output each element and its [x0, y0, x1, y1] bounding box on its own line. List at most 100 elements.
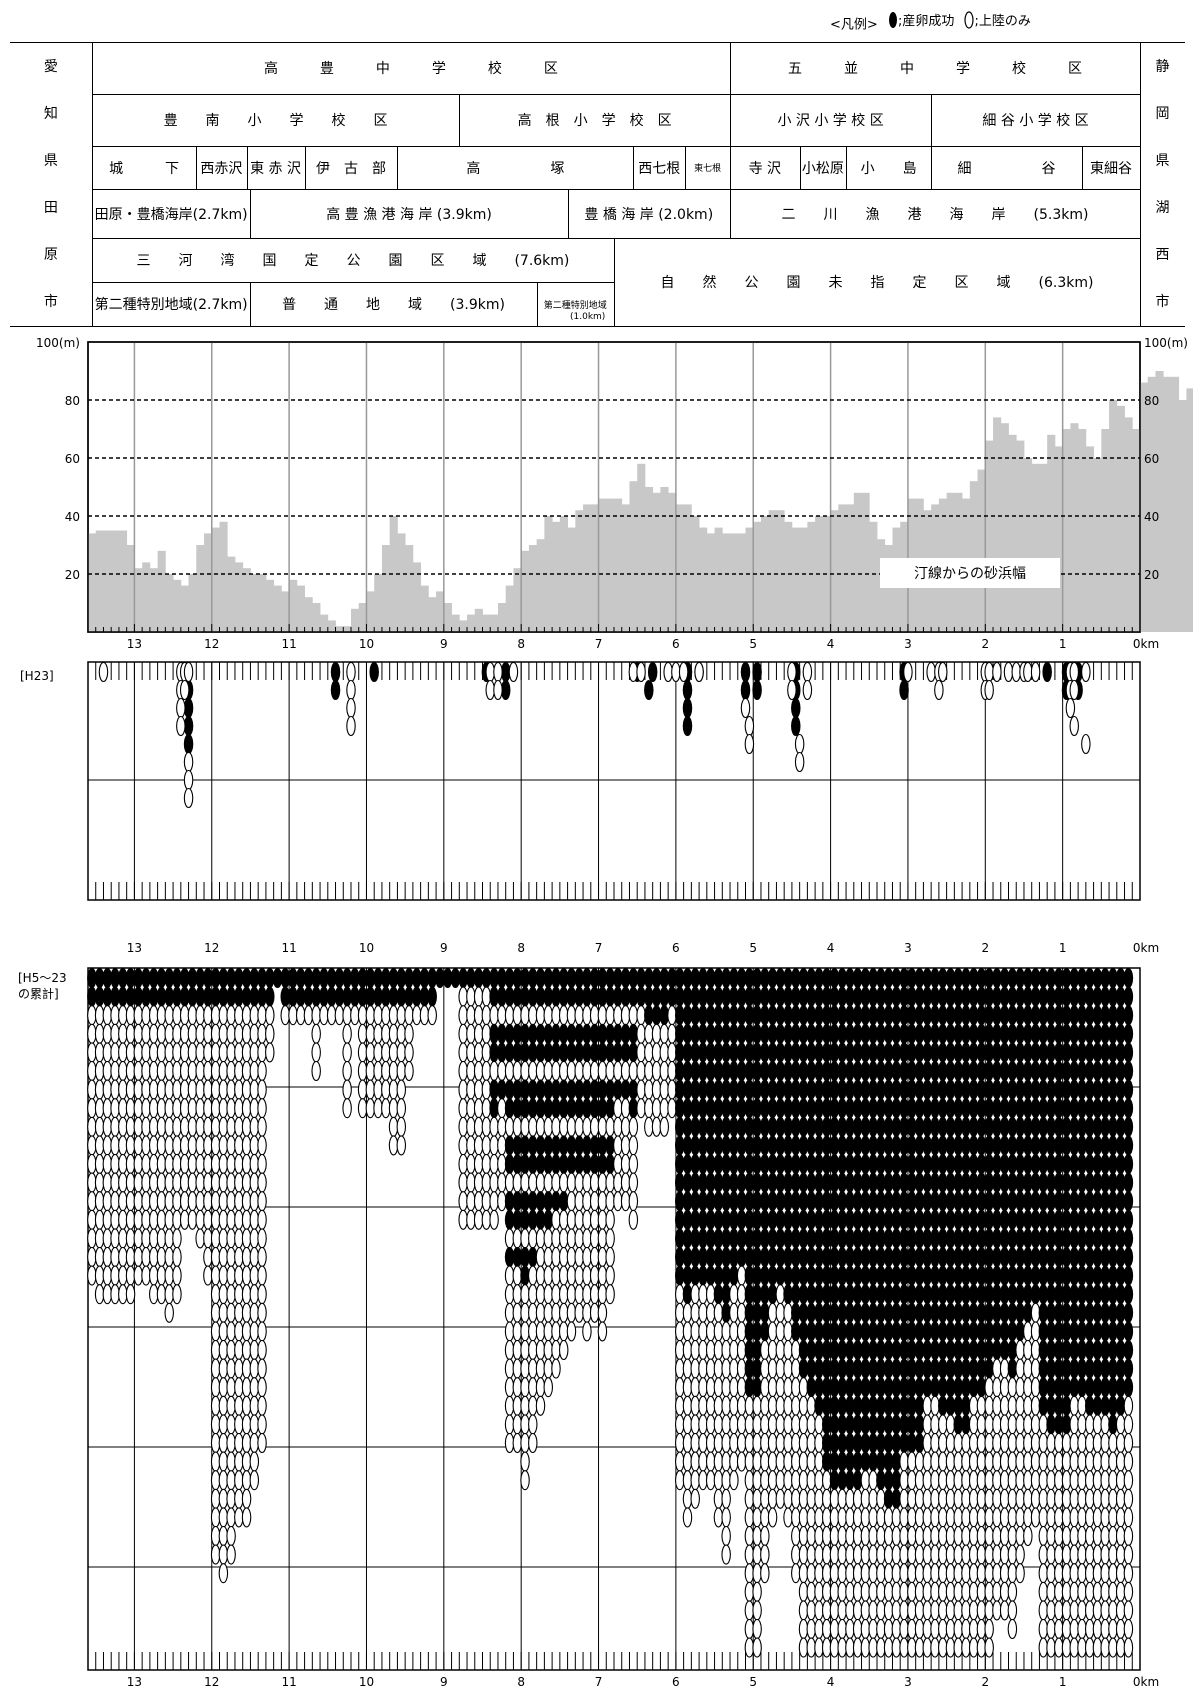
landing-only-oval [961, 1470, 971, 1491]
landing-only-oval [721, 1395, 731, 1416]
landing-only-oval [535, 1339, 546, 1361]
nest-success-oval [868, 1414, 878, 1435]
nest-success-oval [976, 1284, 987, 1305]
nest-success-oval [860, 1451, 871, 1472]
landing-only-oval [551, 1172, 561, 1193]
landing-only-oval [195, 1005, 205, 1026]
landing-only-oval [613, 1153, 623, 1175]
nest-success-oval [837, 1358, 847, 1379]
nest-success-oval [1123, 1042, 1134, 1063]
nest-success-oval [551, 986, 561, 1007]
width-bar [768, 510, 777, 632]
nest-success-oval [528, 1023, 538, 1044]
landing-only-oval [883, 1563, 894, 1584]
nest-success-oval [783, 986, 793, 1007]
nest-success-oval [1023, 1042, 1033, 1063]
nest-success-oval [172, 986, 182, 1007]
nest-success-oval [1100, 967, 1110, 989]
nest-success-oval [118, 986, 128, 1007]
nest-success-oval [930, 1116, 940, 1137]
landing-only-oval [365, 1060, 376, 1082]
nest-success-oval [605, 967, 615, 989]
nest-success-oval [620, 986, 631, 1007]
nest-success-oval [1084, 1023, 1095, 1044]
nest-success-oval [976, 1209, 987, 1230]
landing-only-oval [94, 1005, 105, 1026]
nest-success-oval [1038, 1228, 1049, 1249]
nest-success-oval [458, 967, 468, 989]
landing-only-oval [265, 1005, 275, 1026]
nest-success-oval [1061, 1060, 1072, 1082]
nest-success-oval [891, 1153, 902, 1175]
width-bar [1078, 429, 1087, 632]
landing-only-oval [102, 1153, 113, 1175]
nest-success-oval [798, 1023, 809, 1044]
landing-only-oval [992, 661, 1002, 683]
landing-only-oval [210, 1302, 221, 1323]
landing-only-oval [868, 1637, 878, 1658]
landing-only-oval [1030, 1321, 1041, 1342]
nest-success-oval [682, 1265, 693, 1286]
landing-only-oval [961, 1600, 971, 1621]
width-bar [985, 440, 994, 632]
landing-only-oval [798, 1525, 809, 1547]
landing-only-oval [172, 1042, 182, 1063]
landing-only-oval [485, 661, 495, 683]
nest-success-oval [1069, 1358, 1080, 1379]
width-bar [118, 530, 128, 632]
nest-success-oval [1015, 1172, 1025, 1193]
landing-only-oval [187, 1153, 198, 1175]
nest-success-oval [466, 967, 476, 989]
landing-only-oval [551, 1339, 561, 1361]
landing-only-oval [999, 1525, 1010, 1547]
nest-success-oval [907, 1265, 917, 1286]
nest-success-oval [821, 1377, 832, 1398]
landing-only-oval [172, 1209, 182, 1230]
nest-success-oval [597, 986, 608, 1007]
width-bar [1039, 463, 1048, 632]
nest-success-oval [1084, 1079, 1095, 1100]
nest-success-oval [1108, 1191, 1118, 1212]
nest-success-oval [172, 967, 182, 989]
landing-only-oval [203, 1005, 213, 1026]
nest-success-oval [814, 1023, 824, 1044]
nest-success-oval [953, 967, 963, 989]
nest-success-oval [1015, 1098, 1025, 1119]
nest-success-oval [1084, 1005, 1095, 1026]
nest-success-oval [690, 1060, 700, 1082]
width-bar [242, 568, 251, 632]
nest-success-oval [574, 986, 584, 1007]
landing-only-oval [922, 1395, 933, 1416]
km-label-mid: 6 [672, 941, 680, 955]
nest-success-oval [845, 986, 855, 1007]
landing-only-oval [976, 1637, 987, 1658]
landing-only-oval [1054, 1451, 1064, 1472]
nest-success-oval [767, 1060, 778, 1082]
nest-success-oval [1123, 1023, 1134, 1044]
landing-only-oval [226, 1116, 236, 1137]
nest-success-oval [1054, 1023, 1064, 1044]
nest-success-oval [899, 967, 909, 989]
nest-success-oval [528, 1191, 538, 1212]
nest-success-oval [922, 1284, 933, 1305]
nest-success-oval [883, 1209, 894, 1230]
nest-success-oval [1007, 967, 1018, 989]
landing-only-oval [868, 1544, 878, 1565]
width-bar [575, 510, 584, 632]
landing-only-oval [767, 1321, 778, 1342]
landing-only-oval [1023, 1321, 1033, 1342]
nest-success-oval [814, 1042, 824, 1063]
landing-only-oval [1123, 1581, 1134, 1602]
nest-success-oval [922, 1172, 933, 1193]
landing-only-oval [489, 1135, 499, 1156]
nest-success-oval [1030, 1191, 1041, 1212]
landing-only-oval [605, 1191, 615, 1212]
nest-success-oval [814, 1228, 824, 1249]
landing-only-oval [961, 1618, 971, 1640]
landing-only-oval [899, 1451, 909, 1472]
landing-only-oval [110, 1209, 120, 1230]
nest-success-oval [721, 1191, 731, 1212]
nest-success-oval [1100, 1135, 1110, 1156]
landing-only-oval [1046, 1618, 1056, 1640]
